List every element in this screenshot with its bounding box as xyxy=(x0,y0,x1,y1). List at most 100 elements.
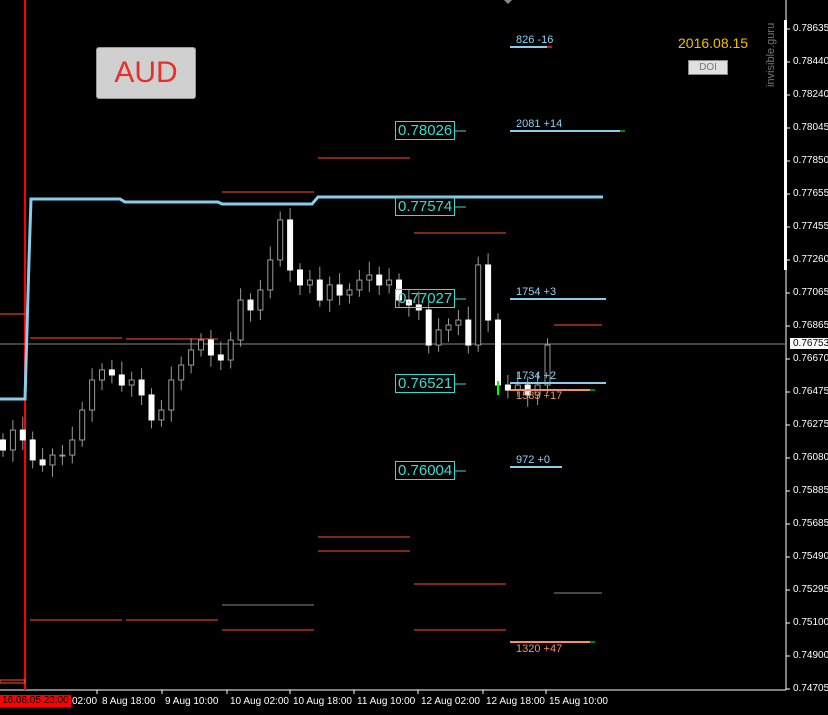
candle-body xyxy=(39,459,46,466)
candle-body xyxy=(217,354,224,361)
candle-body xyxy=(267,259,274,291)
candle-body xyxy=(544,344,551,386)
candle-body xyxy=(326,284,333,301)
chevron-down-icon xyxy=(504,0,512,4)
level-line xyxy=(0,195,603,401)
symbol-badge: AUD xyxy=(96,47,196,99)
level-price-box: 0.77574 xyxy=(395,197,456,216)
candle-body xyxy=(99,369,105,381)
candle-body xyxy=(188,349,195,366)
volume-label: 972 +0 xyxy=(516,454,550,466)
candle-body xyxy=(29,439,36,461)
price-axis-label: 0.75885 xyxy=(793,485,828,496)
time-axis-label: 02:00 xyxy=(72,696,98,707)
level-price-box: 0.76521 xyxy=(395,374,456,393)
volume-label: 826 -16 xyxy=(516,34,554,46)
candle-body xyxy=(425,309,432,346)
date-label: 2016.08.15 xyxy=(678,35,749,51)
time-axis-label: 12 Aug 18:00 xyxy=(486,696,545,707)
price-axis-label: 0.75490 xyxy=(793,551,828,562)
time-axis-label: 11 Aug 10:00 xyxy=(357,696,416,707)
price-axis-label: 0.76080 xyxy=(793,452,828,463)
candle-body xyxy=(257,289,264,311)
volume-label: 2081 +14 xyxy=(516,118,563,130)
candle-body xyxy=(495,319,501,386)
time-axis-label: 10 Aug 02:00 xyxy=(230,696,289,707)
candle-body xyxy=(455,319,462,326)
candle-body xyxy=(59,454,66,457)
time-axis-start: 16.08.05 23:00 xyxy=(0,695,71,707)
candle-body xyxy=(227,339,234,361)
candle-body xyxy=(405,299,412,306)
price-axis-label: 0.75100 xyxy=(793,617,828,628)
price-axis-label: 0.74900 xyxy=(793,650,828,661)
price-axis-label: 0.75295 xyxy=(793,584,828,595)
doi-button[interactable]: DOI xyxy=(688,60,728,75)
candle-body xyxy=(9,429,16,451)
price-axis-label: 0.77655 xyxy=(793,188,828,199)
candle-body xyxy=(178,364,185,381)
candle-body xyxy=(475,264,482,346)
price-axis-label: 0.75685 xyxy=(793,518,828,529)
time-axis-label: 10 Aug 18:00 xyxy=(293,696,352,707)
candle-body xyxy=(138,379,145,396)
volume-label: 1583 +17 xyxy=(516,390,563,402)
level-price-box: 0.77027 xyxy=(395,289,456,308)
current-price-label: 0.76753 xyxy=(790,338,828,349)
price-axis-label: 0.77455 xyxy=(793,221,828,232)
candle-body xyxy=(118,374,125,386)
candle-body xyxy=(376,274,383,286)
time-axis-label: 8 Aug 18:00 xyxy=(102,696,156,707)
candle-body xyxy=(465,319,472,346)
candle-body xyxy=(108,369,115,376)
level-price-box: 0.78026 xyxy=(395,121,456,140)
price-axis-label: 0.78635 xyxy=(793,23,828,34)
candle-body xyxy=(306,279,313,286)
candle-body xyxy=(168,379,175,411)
time-axis-label: 12 Aug 02:00 xyxy=(421,696,480,707)
price-axis-label: 0.78045 xyxy=(793,122,828,133)
level-price-box: 0.76004 xyxy=(395,461,456,480)
candle-body xyxy=(277,219,284,261)
volume-label: 1320 +47 xyxy=(516,643,563,655)
price-axis-label: 0.76670 xyxy=(793,353,828,364)
candle-body xyxy=(19,429,26,441)
candle-body xyxy=(435,329,442,346)
candle-body xyxy=(79,409,86,441)
price-axis-label: 0.76275 xyxy=(793,419,828,430)
price-axis-label: 0.76475 xyxy=(793,386,828,397)
price-axis-label: 0.77260 xyxy=(793,254,828,265)
candle-body xyxy=(287,219,294,271)
price-axis-label: 0.78240 xyxy=(793,89,828,100)
price-axis-label: 0.74705 xyxy=(793,683,828,694)
candle-body xyxy=(485,264,492,321)
price-axis-label: 0.78440 xyxy=(793,56,828,67)
candle-body xyxy=(336,284,343,296)
candle-body xyxy=(297,269,303,286)
candle-body xyxy=(0,439,6,451)
price-axis-label: 0.77065 xyxy=(793,287,828,298)
candle-body xyxy=(396,279,402,301)
candle-body xyxy=(237,299,244,341)
brand-watermark: invisible.guru xyxy=(765,22,777,87)
candle-body xyxy=(49,454,56,466)
candle-body xyxy=(207,339,214,356)
candle-body xyxy=(198,339,204,351)
candle-body xyxy=(148,394,155,421)
time-axis-label: 15 Aug 10:00 xyxy=(549,696,608,707)
candle-body xyxy=(128,379,135,386)
price-axis-label: 0.77850 xyxy=(793,155,828,166)
price-axis-label: 0.76865 xyxy=(793,320,828,331)
candle-body xyxy=(504,384,511,391)
candle-body xyxy=(316,279,323,301)
candle-body xyxy=(158,409,165,421)
scroll-bar xyxy=(784,20,787,270)
candle-body xyxy=(356,279,363,291)
level-marker xyxy=(0,679,26,684)
time-axis-label: 9 Aug 10:00 xyxy=(165,696,219,707)
candle-body xyxy=(366,274,373,281)
candle-body xyxy=(89,379,96,411)
candle-body xyxy=(247,299,254,311)
candle-body xyxy=(69,439,76,456)
